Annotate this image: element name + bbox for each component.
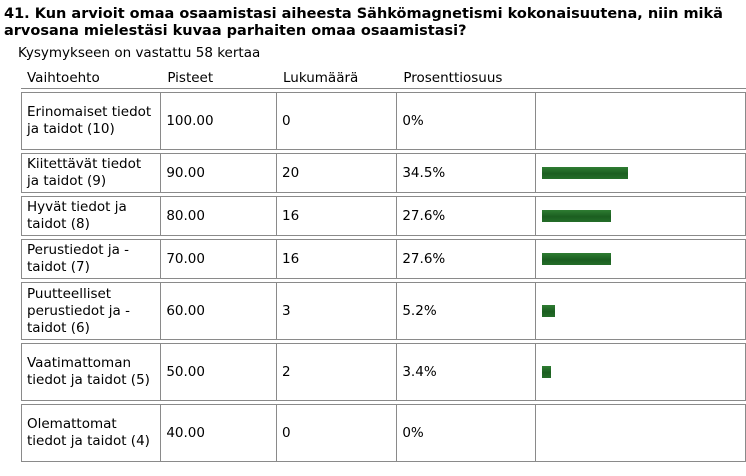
table-row: Vaatimattoman tiedot ja taidot (5) 50.00… — [21, 343, 746, 401]
header-option: Vaihtoehto — [21, 68, 162, 89]
percent-bar — [542, 366, 552, 378]
header-row: Vaihtoehto Pisteet Lukumäärä Prosenttios… — [21, 68, 746, 89]
percent-cell: 34.5% — [397, 153, 537, 193]
results-body: Erinomaiset tiedot ja taidot (10) 100.00… — [21, 92, 746, 462]
points-cell: 60.00 — [161, 282, 277, 340]
question-title: 41. Kun arvioit omaa osaamistasi aiheest… — [4, 6, 723, 39]
table-row: Erinomaiset tiedot ja taidot (10) 100.00… — [21, 92, 746, 150]
percent-cell: 0% — [397, 92, 537, 150]
percent-cell: 3.4% — [397, 343, 537, 401]
bar-cell — [536, 153, 746, 193]
percent-bar — [542, 210, 612, 222]
percent-bar — [542, 167, 629, 179]
percent-cell: 27.6% — [397, 196, 537, 236]
percent-bar — [542, 305, 556, 317]
header-count: Lukumäärä — [276, 68, 398, 89]
count-cell: 16 — [276, 239, 398, 279]
bar-cell — [536, 404, 746, 462]
option-label: Perustiedot ja -taidot (7) — [21, 239, 162, 279]
points-cell: 50.00 — [161, 343, 277, 401]
option-label: Kiitettävät tiedot ja taidot (9) — [21, 153, 162, 193]
bar-cell — [536, 282, 746, 340]
header-bar — [536, 68, 746, 89]
option-label: Hyvät tiedot ja taidot (8) — [21, 196, 162, 236]
table-row: Perustiedot ja -taidot (7) 70.00 16 27.6… — [21, 239, 746, 279]
points-cell: 40.00 — [161, 404, 277, 462]
table-row: Puutteelliset perustiedot ja -taidot (6)… — [21, 282, 746, 340]
bar-cell — [536, 92, 746, 150]
table-row: Kiitettävät tiedot ja taidot (9) 90.00 2… — [21, 153, 746, 193]
points-cell: 70.00 — [161, 239, 277, 279]
answer-count-text: Kysymykseen on vastattu 58 kertaa — [18, 45, 261, 61]
header-percent: Prosenttiosuus — [397, 68, 537, 89]
bar-cell — [536, 196, 746, 236]
count-cell: 2 — [276, 343, 398, 401]
points-cell: 90.00 — [161, 153, 277, 193]
points-cell: 100.00 — [161, 92, 277, 150]
bar-cell — [536, 239, 746, 279]
option-label: Vaatimattoman tiedot ja taidot (5) — [21, 343, 162, 401]
count-cell: 3 — [276, 282, 398, 340]
count-cell: 0 — [276, 92, 398, 150]
percent-cell: 5.2% — [397, 282, 537, 340]
count-cell: 16 — [276, 196, 398, 236]
points-cell: 80.00 — [161, 196, 277, 236]
results-table: Vaihtoehto Pisteet Lukumäärä Prosenttios… — [21, 65, 746, 465]
percent-bar — [542, 253, 612, 265]
option-label: Puutteelliset perustiedot ja -taidot (6) — [21, 282, 162, 340]
percent-cell: 0% — [397, 404, 537, 462]
option-label: Erinomaiset tiedot ja taidot (10) — [21, 92, 162, 150]
count-cell: 20 — [276, 153, 398, 193]
header-points: Pisteet — [161, 68, 277, 89]
option-label: Olemattomat tiedot ja taidot (4) — [21, 404, 162, 462]
table-row: Hyvät tiedot ja taidot (8) 80.00 16 27.6… — [21, 196, 746, 236]
bar-cell — [536, 343, 746, 401]
count-cell: 0 — [276, 404, 398, 462]
table-row: Olemattomat tiedot ja taidot (4) 40.00 0… — [21, 404, 746, 462]
percent-cell: 27.6% — [397, 239, 537, 279]
